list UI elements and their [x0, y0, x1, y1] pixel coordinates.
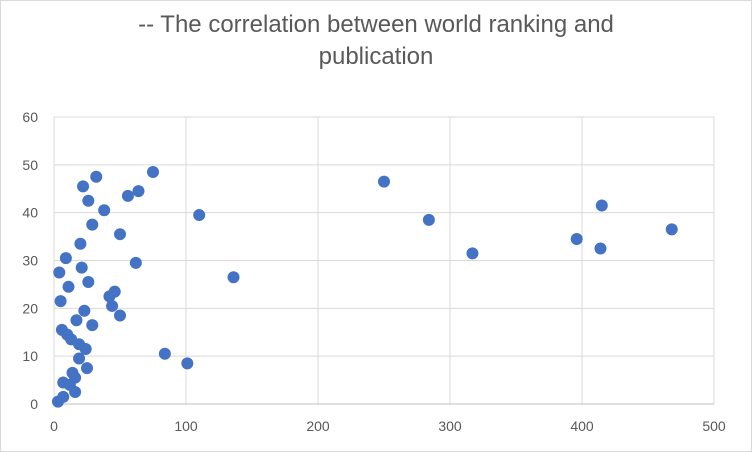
data-point — [594, 242, 607, 255]
data-point — [59, 252, 72, 265]
data-point — [53, 266, 66, 279]
data-point — [79, 342, 92, 355]
data-point — [108, 285, 121, 298]
data-point — [466, 247, 479, 260]
x-tick-label: 200 — [306, 418, 330, 434]
x-tick-label: 300 — [438, 418, 462, 434]
data-point — [193, 209, 206, 222]
data-point — [74, 237, 87, 250]
x-tick-label: 100 — [174, 418, 198, 434]
data-point — [114, 309, 126, 322]
data-point — [82, 276, 95, 289]
gridlines — [54, 116, 715, 404]
data-point — [82, 194, 95, 207]
data-points — [51, 166, 678, 408]
data-point — [86, 218, 99, 231]
y-tick-label: 20 — [22, 300, 38, 316]
data-point — [86, 319, 99, 332]
y-tick-label: 60 — [22, 109, 38, 125]
data-point — [129, 256, 142, 269]
data-point — [81, 362, 93, 375]
data-point — [147, 166, 159, 179]
data-point — [106, 299, 119, 312]
data-point — [62, 280, 75, 293]
chart-title-line-1: -- The correlation between world ranking… — [138, 11, 614, 38]
chart-title: -- The correlation between world ranking… — [1, 9, 751, 73]
data-point — [158, 347, 171, 360]
data-point — [665, 223, 678, 236]
data-point — [595, 199, 608, 212]
tick-labels: 0 10 20 30 40 50 60 0 100 200 300 400 500 — [22, 109, 725, 434]
data-point — [70, 314, 83, 327]
data-point — [69, 386, 82, 399]
data-point — [77, 180, 90, 193]
y-tick-label: 0 — [30, 396, 38, 412]
x-tick-label: 400 — [570, 418, 594, 434]
y-tick-label: 40 — [22, 205, 38, 221]
data-point — [90, 170, 103, 183]
data-point — [132, 185, 145, 198]
data-point — [73, 352, 86, 365]
y-tick-label: 10 — [22, 348, 38, 364]
data-point — [181, 357, 194, 370]
data-point — [121, 189, 134, 202]
chart-title-line-2: publication — [318, 43, 434, 70]
data-point — [75, 261, 88, 274]
data-point — [69, 371, 82, 384]
y-tick-label: 50 — [22, 157, 38, 173]
data-point — [570, 232, 583, 245]
x-tick-label: 0 — [50, 418, 58, 434]
data-point — [57, 390, 70, 403]
data-point — [227, 271, 240, 284]
data-point — [54, 295, 67, 308]
data-point — [422, 213, 435, 226]
axes — [53, 117, 714, 405]
data-point — [114, 228, 126, 241]
data-point — [78, 304, 91, 317]
x-tick-label: 500 — [702, 418, 726, 434]
y-tick-label: 30 — [22, 253, 38, 269]
data-point — [98, 204, 111, 217]
data-point — [378, 175, 390, 188]
